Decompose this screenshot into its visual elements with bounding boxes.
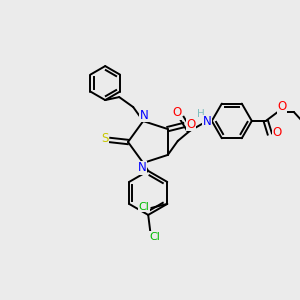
Text: O: O [277,100,286,113]
Text: N: N [138,161,147,174]
Text: N: N [140,109,148,122]
Text: S: S [101,133,109,146]
Text: N: N [202,116,211,128]
Text: H: H [197,109,205,119]
Text: O: O [186,118,195,130]
Text: O: O [172,106,182,119]
Text: Cl: Cl [150,232,160,242]
Text: Cl: Cl [139,202,150,212]
Text: O: O [272,126,281,140]
